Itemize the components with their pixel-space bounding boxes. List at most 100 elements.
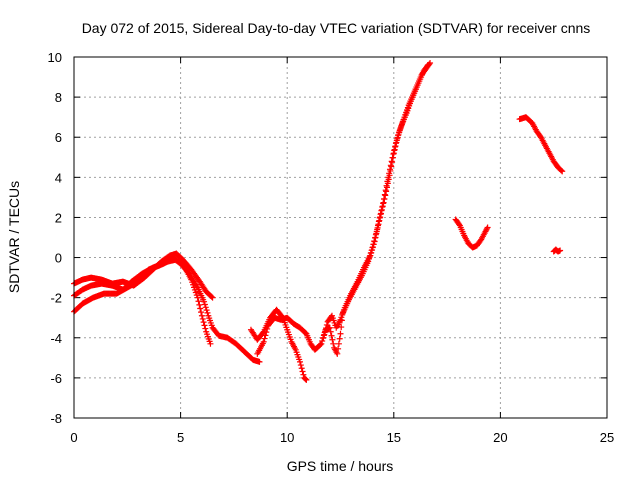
data-point xyxy=(256,358,263,365)
data-point xyxy=(374,226,381,233)
data-point xyxy=(373,230,380,237)
y-tick-label: 8 xyxy=(55,90,62,105)
data-point xyxy=(197,305,204,312)
data-point xyxy=(380,200,387,207)
data-point xyxy=(195,298,202,305)
chart-title: Day 072 of 2015, Sidereal Day-to-day VTE… xyxy=(82,20,591,36)
data-point xyxy=(386,166,393,173)
data-point xyxy=(323,325,330,332)
y-tick-label: -2 xyxy=(50,291,62,306)
data-point xyxy=(296,358,303,365)
data-point xyxy=(375,222,382,229)
data-point xyxy=(298,365,305,372)
data-point xyxy=(203,307,210,314)
data-point xyxy=(336,335,343,342)
data-point xyxy=(381,191,388,198)
data-point xyxy=(207,340,214,347)
data-point xyxy=(395,131,402,138)
data-point xyxy=(393,137,400,144)
data-point xyxy=(329,336,336,343)
data-point xyxy=(201,322,208,329)
data-point xyxy=(557,247,564,254)
data-point xyxy=(201,301,208,308)
data-point xyxy=(208,293,215,300)
data-point xyxy=(368,249,375,256)
data-point xyxy=(559,168,566,175)
data-point xyxy=(209,294,216,301)
x-tick-label: 20 xyxy=(493,430,507,445)
data-point xyxy=(378,207,385,214)
x-axis-title: GPS time / hours xyxy=(287,458,394,474)
y-tick-label: -8 xyxy=(50,411,62,426)
data-point xyxy=(202,304,209,311)
data-point xyxy=(303,376,310,383)
data-point xyxy=(558,167,565,174)
x-tick-label: 10 xyxy=(280,430,294,445)
data-point xyxy=(337,330,344,337)
data-point xyxy=(388,158,395,165)
y-axis-title: SDTVAR / TECUs xyxy=(6,181,22,293)
data-point xyxy=(382,187,389,194)
data-point xyxy=(299,368,306,375)
data-point xyxy=(426,61,433,68)
data-point xyxy=(391,147,398,154)
data-point xyxy=(201,298,208,305)
data-point xyxy=(396,129,403,136)
data-point xyxy=(297,362,304,369)
x-tick-label: 25 xyxy=(600,430,614,445)
data-point xyxy=(204,309,211,316)
y-tick-label: 4 xyxy=(55,170,62,185)
data-point xyxy=(320,334,327,341)
x-tick-label: 5 xyxy=(177,430,184,445)
data-point xyxy=(317,341,324,348)
data-point xyxy=(386,170,393,177)
data-point xyxy=(371,238,378,245)
data-point xyxy=(369,246,376,253)
data-point xyxy=(387,162,394,169)
data-point xyxy=(334,350,341,357)
data-point xyxy=(379,204,386,211)
data-point xyxy=(338,324,345,331)
data-point xyxy=(380,195,387,202)
data-point xyxy=(390,151,397,158)
data-point xyxy=(264,325,271,332)
data-point xyxy=(372,234,379,241)
data-point xyxy=(262,332,269,339)
data-point xyxy=(483,225,490,232)
y-tick-label: 10 xyxy=(48,50,62,65)
data-point xyxy=(330,340,337,347)
data-point xyxy=(319,337,326,344)
data-point xyxy=(328,332,335,339)
data-point xyxy=(383,182,390,189)
data-point xyxy=(392,143,399,150)
data-point xyxy=(375,218,382,225)
x-tick-label: 0 xyxy=(70,430,77,445)
y-tick-label: 2 xyxy=(55,210,62,225)
data-point xyxy=(484,224,491,231)
data-point xyxy=(384,178,391,185)
data-point xyxy=(323,321,330,328)
data-point xyxy=(321,331,328,338)
data-point xyxy=(300,371,307,378)
data-point xyxy=(263,329,270,336)
data-point xyxy=(385,174,392,181)
data-point xyxy=(369,244,376,251)
plot-frame xyxy=(73,56,608,419)
data-point xyxy=(377,211,384,218)
y-tick-label: -4 xyxy=(50,331,62,346)
grid-lines xyxy=(74,57,607,418)
y-tick-label: 6 xyxy=(55,130,62,145)
data-point xyxy=(456,221,463,228)
data-point xyxy=(367,252,374,259)
y-tick-label: 0 xyxy=(55,251,62,266)
data-point xyxy=(260,338,267,345)
data-point xyxy=(389,154,396,161)
data-point xyxy=(335,340,342,347)
data-point xyxy=(376,214,383,221)
data-point xyxy=(261,335,268,342)
data-point xyxy=(199,315,206,322)
data-point xyxy=(318,340,325,347)
data-point xyxy=(198,312,205,319)
